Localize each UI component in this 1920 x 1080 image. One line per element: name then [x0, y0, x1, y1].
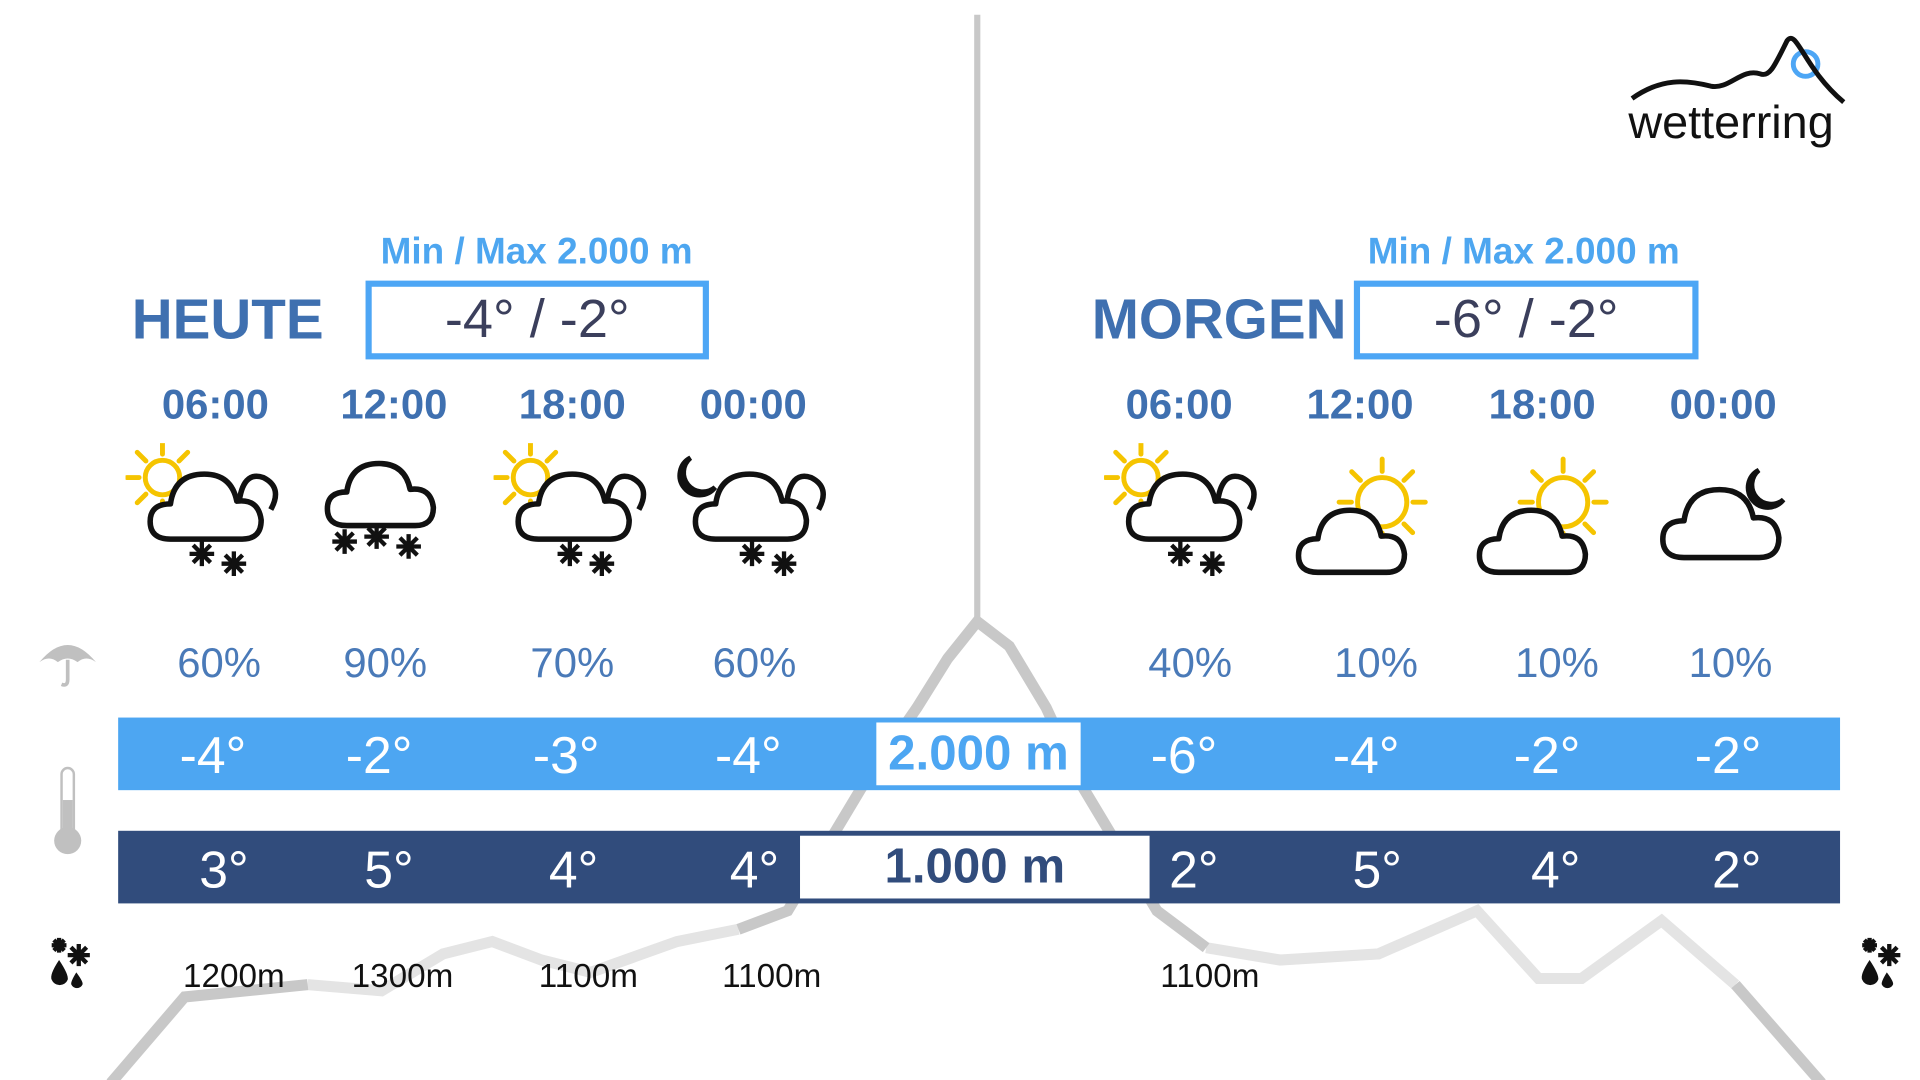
precip-probability: 10% [1334, 640, 1418, 687]
temp-2000m: -4° [179, 726, 247, 785]
snow-rain-icon [1857, 935, 1906, 995]
precip-probability: 10% [1688, 640, 1773, 687]
temp-1000m: 2° [1169, 840, 1219, 899]
snowline-value: 1100m [722, 957, 822, 995]
temp-2000m: -6° [1150, 726, 1218, 785]
umbrella-icon [39, 644, 97, 687]
slot-time: 06:00 [1125, 381, 1233, 429]
thermometer-icon [54, 766, 82, 855]
precip-probability: 40% [1148, 640, 1233, 687]
day-label-morgen: MORGEN [1091, 286, 1347, 351]
moon-cloud-snow-icon [677, 455, 826, 577]
precip-probability: 10% [1515, 640, 1599, 687]
level-label-1000: 1.000 m [800, 835, 1150, 899]
snow-rain-icon [47, 935, 96, 995]
temp-2000m: -2° [345, 726, 413, 785]
snowline-value: 1300m [351, 957, 454, 995]
sun-cloud-snow-icon [1104, 443, 1257, 577]
sun-cloud-snow-icon [125, 443, 279, 577]
precip-probability: 90% [343, 640, 428, 687]
sun-cloud-icon [1476, 456, 1609, 576]
snowline-value: 1100m [538, 957, 638, 995]
slot-time: 12:00 [1306, 381, 1414, 429]
temp-1000m: 2° [1711, 840, 1762, 899]
temp-1000m: 5° [1352, 840, 1402, 899]
temp-1000m: 5° [364, 840, 414, 899]
precip-probability: 70% [530, 640, 615, 687]
sun-cloud-icon [1295, 456, 1428, 576]
temp-2000m: -2° [1694, 726, 1762, 785]
temp-2000m: -3° [532, 726, 600, 785]
cloud-moon-icon [1660, 467, 1786, 561]
minmax-label-morgen: Min / Max 2.000 m [1367, 231, 1680, 273]
slot-time: 18:00 [518, 381, 626, 429]
slot-time: 06:00 [161, 381, 269, 429]
sun-cloud-snow-icon [493, 443, 647, 577]
slot-time: 18:00 [1488, 381, 1596, 429]
temp-2000m: -2° [1513, 726, 1581, 785]
wetterring-logo: wetterring [1625, 31, 1859, 154]
temp-2000m: -4° [715, 726, 782, 785]
temp-1000m: 4° [548, 840, 599, 899]
day-label-heute: HEUTE [131, 286, 324, 351]
minmax-box-heute: -4° / -2° [365, 280, 709, 360]
snowline-value: 1200m [183, 957, 285, 995]
temp-1000m: 4° [729, 840, 780, 899]
slot-time: 12:00 [340, 381, 448, 429]
minmax-box-morgen: -6° / -2° [1353, 280, 1699, 360]
precip-probability: 60% [712, 640, 797, 687]
temp-2000m: -4° [1332, 726, 1400, 785]
level-label-2000: 2.000 m [876, 722, 1081, 786]
slot-time: 00:00 [699, 381, 807, 429]
minmax-label-heute: Min / Max 2.000 m [380, 231, 693, 273]
slot-time: 00:00 [1669, 381, 1777, 429]
temp-1000m: 4° [1531, 840, 1581, 899]
temp-1000m: 3° [199, 840, 249, 899]
precip-probability: 60% [177, 640, 261, 687]
cloud-snow-icon [324, 460, 437, 559]
snowline-value: 1100m [1160, 957, 1260, 995]
